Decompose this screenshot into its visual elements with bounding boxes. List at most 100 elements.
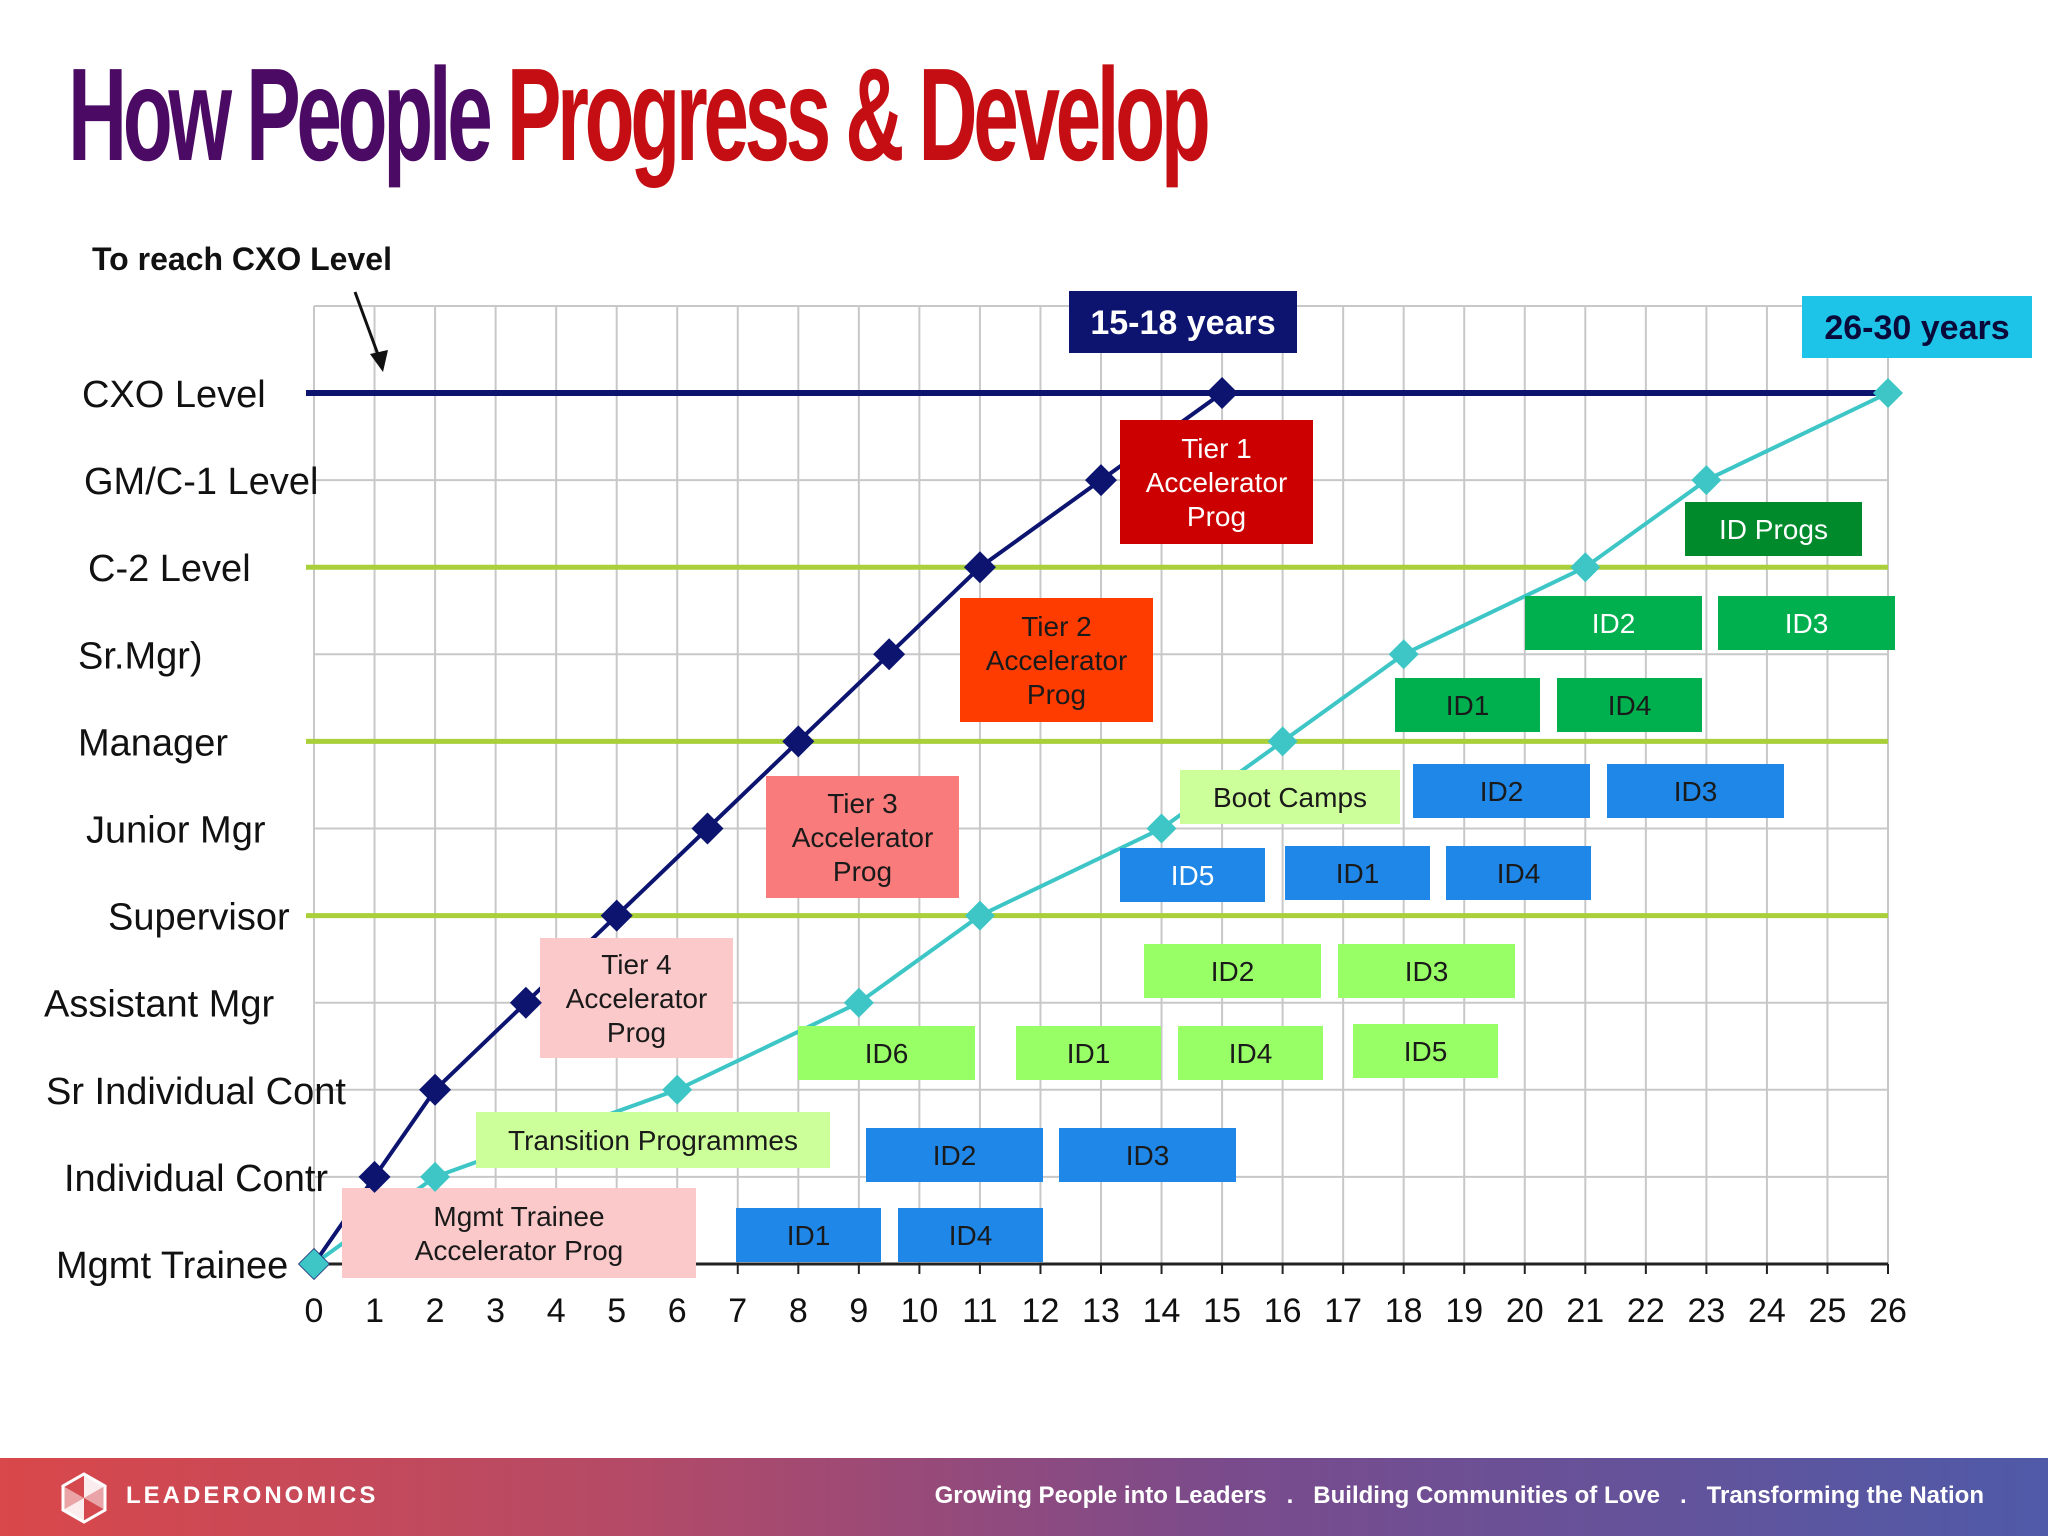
marker-accelerated	[1206, 377, 1239, 409]
marker-accelerated	[358, 1160, 391, 1193]
footer-tagline: Growing People into Leaders. Building Com…	[935, 1482, 1984, 1510]
program-box-label: ID Progs	[1719, 514, 1828, 545]
program-box-label: ID4	[1608, 690, 1652, 721]
program-box-label: Prog	[833, 856, 892, 887]
x-tick-label: 7	[728, 1292, 747, 1330]
marker-accelerated	[1085, 464, 1117, 497]
tagline-1: Growing People into Leaders	[934, 1482, 1267, 1509]
program-box-label: Accelerator	[792, 822, 934, 853]
x-tick-label: 8	[789, 1292, 808, 1330]
program-box-label: Mgmt Trainee	[433, 1201, 604, 1232]
program-box-label: ID3	[1674, 776, 1718, 807]
marker-standard	[662, 1074, 693, 1105]
x-tick-label: 11	[962, 1292, 997, 1330]
marker-accelerated	[419, 1073, 452, 1106]
x-tick-label: 12	[1022, 1292, 1060, 1330]
x-tick-label: 16	[1264, 1292, 1302, 1330]
program-box	[1120, 420, 1313, 544]
program-box-label: Accelerator Prog	[415, 1235, 624, 1266]
program-box-label: Tier 1	[1181, 433, 1252, 464]
cxo-note-text: To reach CXO Level	[92, 241, 392, 277]
x-tick-label: 9	[849, 1292, 868, 1330]
program-box-label: Accelerator	[1146, 467, 1288, 498]
program-box	[1557, 678, 1702, 732]
marker-accelerated	[782, 725, 815, 758]
x-tick-label: 17	[1324, 1292, 1362, 1330]
marker-accelerated	[873, 638, 906, 671]
marker-standard	[299, 1249, 329, 1279]
program-box	[1446, 846, 1591, 900]
x-tick-label: 20	[1506, 1292, 1544, 1330]
x-tick-label: 6	[668, 1292, 687, 1330]
career-progression-chart: 0 1 2 3 4 5 6 7 8 9 10 11 12 13 14 15 16 17 18 19 20 21 22 23 24…	[44, 241, 2032, 1330]
marker-standard	[1146, 813, 1177, 844]
tagline-2: Building Communities of Love	[1313, 1482, 1660, 1509]
x-tick-label: 0	[305, 1292, 324, 1330]
program-box	[1338, 944, 1515, 998]
program-box-label: ID1	[1446, 690, 1490, 721]
y-level-label: Assistant Mgr	[44, 984, 275, 1026]
title-part-1: How People	[68, 41, 493, 188]
program-box	[1016, 1026, 1161, 1080]
badge-fast-text: 15-18 years	[1090, 304, 1275, 342]
x-tick-label: 1	[365, 1292, 384, 1330]
program-box	[1285, 846, 1430, 900]
program-box-label: Prog	[1027, 679, 1086, 710]
leaderonomics-logo-icon	[61, 1472, 107, 1524]
x-tick-label: 14	[1143, 1292, 1181, 1330]
program-box-label: ID3	[1126, 1140, 1170, 1171]
program-box-label: ID2	[1480, 776, 1524, 807]
program-box-label: ID1	[787, 1220, 831, 1251]
y-level-label: Mgmt Trainee	[56, 1245, 288, 1287]
program-box	[1525, 596, 1702, 650]
x-tick-label: 5	[607, 1292, 626, 1330]
program-box-label: ID2	[1592, 608, 1636, 639]
marker-accelerated	[963, 551, 996, 584]
program-box-label: ID2	[933, 1140, 977, 1171]
program-box	[960, 598, 1153, 722]
marker-accelerated	[509, 986, 542, 1019]
program-box-label: Tier 2	[1021, 611, 1092, 642]
x-tick-label: 21	[1566, 1292, 1604, 1330]
x-tick-label: 18	[1385, 1292, 1423, 1330]
y-level-label: Supervisor	[108, 897, 290, 939]
program-box-label: ID2	[1211, 956, 1255, 987]
x-tick-label: 19	[1445, 1292, 1483, 1330]
program-box	[1607, 764, 1784, 818]
footer-bar: LEADERONOMICS Growing People into Leader…	[0, 1458, 2048, 1536]
program-box	[1353, 1024, 1498, 1078]
y-level-label: GM/C-1 Level	[84, 461, 318, 503]
y-level-label: Sr.Mgr)	[78, 635, 203, 677]
program-box	[736, 1208, 881, 1262]
x-tick-label: 15	[1203, 1292, 1241, 1330]
marker-standard	[964, 900, 995, 931]
program-box-label: Transition Programmes	[508, 1125, 798, 1156]
program-box	[342, 1188, 696, 1278]
marker-standard	[1873, 378, 1903, 408]
program-box	[1718, 596, 1895, 650]
program-box	[1178, 1026, 1323, 1080]
badge-slow-bg	[1802, 296, 2032, 358]
x-tick-label: 4	[547, 1292, 566, 1330]
program-box-label: ID4	[1229, 1038, 1273, 1069]
program-box	[1120, 848, 1265, 902]
program-box	[798, 1026, 975, 1080]
tagline-separator: .	[1679, 1482, 1687, 1509]
program-box-label: ID5	[1171, 860, 1215, 891]
page-title: How People Progress & Develop	[68, 40, 1211, 190]
x-tick-label: 2	[426, 1292, 445, 1330]
badge-slow-text: 26-30 years	[1824, 309, 2009, 347]
marker-accelerated	[691, 812, 724, 845]
marker-standard	[1570, 552, 1601, 583]
badge-fast-bg	[1069, 291, 1297, 353]
program-box-label: ID1	[1067, 1038, 1111, 1069]
arrow-head-icon	[370, 350, 388, 372]
x-tick-label: 23	[1687, 1292, 1725, 1330]
y-level-label: C-2 Level	[88, 548, 251, 590]
y-level-label: Sr Individual Cont	[46, 1071, 346, 1113]
brand-name: LEADERONOMICS	[126, 1482, 379, 1509]
program-box-label: Tier 4	[601, 949, 672, 980]
marker-standard	[1267, 726, 1298, 757]
program-box	[1413, 764, 1590, 818]
program-box-label: ID1	[1336, 858, 1380, 889]
